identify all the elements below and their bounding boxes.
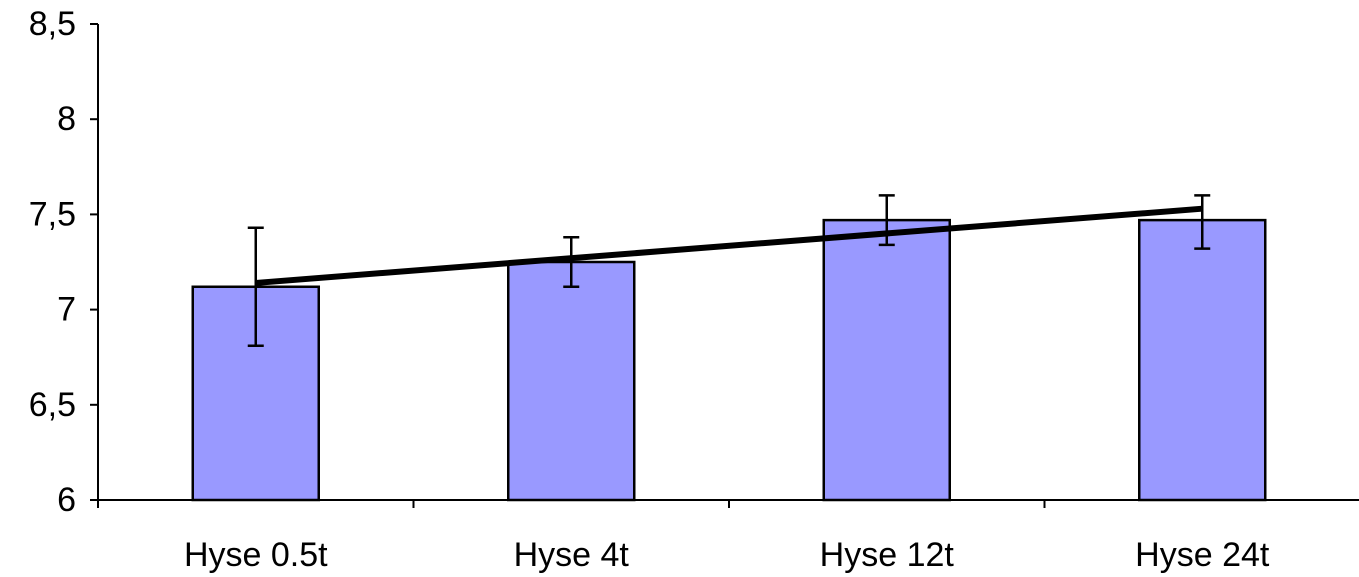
bar — [822, 218, 951, 502]
y-tick-label: 8 — [57, 100, 76, 138]
y-tick-label: 7 — [57, 291, 76, 329]
y-tick-label: 8,5 — [29, 5, 76, 43]
bars-layer — [191, 218, 1267, 502]
y-tick-label: 7,5 — [29, 195, 76, 233]
x-tick-label: Hyse 12t — [820, 536, 955, 574]
axes-layer — [90, 23, 1359, 508]
y-tick-label: 6 — [57, 481, 76, 519]
x-tick-label: Hyse 0.5t — [184, 536, 328, 574]
x-tick-label: Hyse 4t — [514, 536, 630, 574]
tick-labels-layer: 6 6,5 7 7,5 8 8,5 Hyse 0.5t Hyse 4t Hyse 12t Hyse… — [29, 5, 1270, 574]
y-tick-label: 6,5 — [29, 386, 76, 424]
x-tick-label: Hyse 24t — [1135, 536, 1270, 574]
error-bars-layer — [247, 194, 1211, 348]
trendline — [255, 205, 1203, 286]
trendline-layer — [255, 205, 1203, 286]
bar — [507, 260, 636, 502]
bar — [1138, 218, 1267, 502]
